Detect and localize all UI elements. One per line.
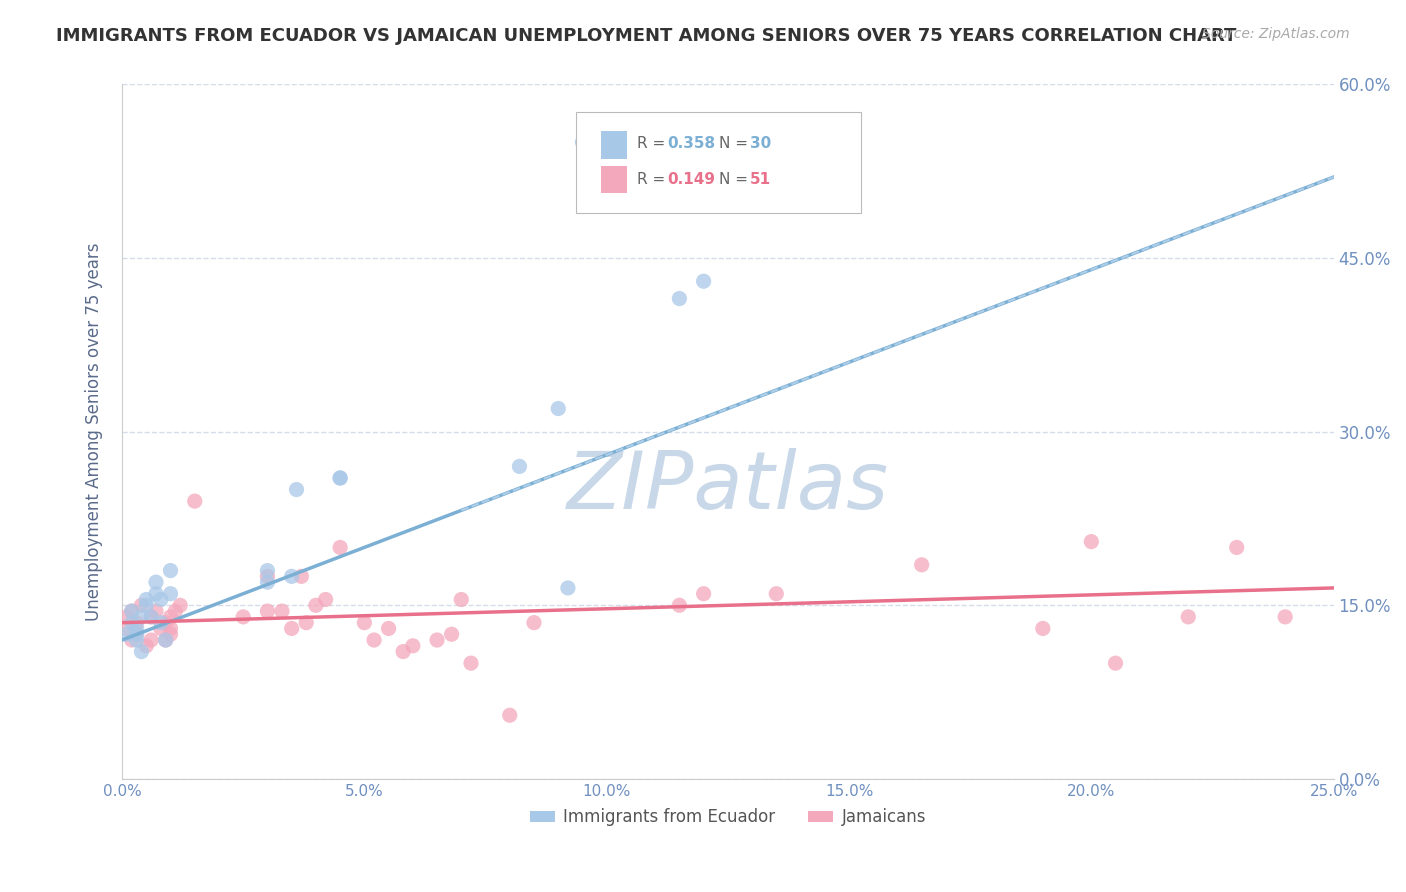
Point: [256, 575, 278, 590]
Point: [557, 581, 579, 595]
Point: [460, 656, 482, 670]
Text: 0.358: 0.358: [668, 136, 716, 151]
Text: R =: R =: [637, 172, 671, 187]
Point: [295, 615, 318, 630]
Text: N =: N =: [720, 136, 754, 151]
Point: [125, 633, 148, 648]
Point: [329, 471, 352, 485]
Point: [523, 615, 546, 630]
Text: IMMIGRANTS FROM ECUADOR VS JAMAICAN UNEMPLOYMENT AMONG SENIORS OVER 75 YEARS COR: IMMIGRANTS FROM ECUADOR VS JAMAICAN UNEM…: [56, 27, 1237, 45]
Point: [159, 564, 181, 578]
Point: [440, 627, 463, 641]
Point: [145, 587, 167, 601]
Point: [135, 639, 157, 653]
Point: [159, 622, 181, 636]
Point: [155, 633, 177, 648]
Legend: Immigrants from Ecuador, Jamaicans: Immigrants from Ecuador, Jamaicans: [523, 802, 932, 833]
Point: [1032, 622, 1054, 636]
Point: [1274, 610, 1296, 624]
Point: [450, 592, 472, 607]
Point: [547, 401, 569, 416]
Point: [121, 633, 143, 648]
Point: [508, 459, 530, 474]
Point: [377, 622, 399, 636]
Point: [765, 587, 787, 601]
Point: [426, 633, 449, 648]
Text: 0.149: 0.149: [668, 172, 716, 187]
Point: [169, 599, 191, 613]
Point: [499, 708, 522, 723]
Point: [280, 622, 302, 636]
Point: [139, 610, 162, 624]
Point: [131, 599, 153, 613]
Point: [363, 633, 385, 648]
Text: 30: 30: [749, 136, 770, 151]
Point: [135, 599, 157, 613]
Point: [149, 615, 172, 630]
Point: [149, 592, 172, 607]
Point: [911, 558, 934, 572]
Point: [121, 604, 143, 618]
Point: [329, 471, 352, 485]
Y-axis label: Unemployment Among Seniors over 75 years: Unemployment Among Seniors over 75 years: [86, 243, 103, 621]
Point: [571, 136, 593, 150]
Point: [353, 615, 375, 630]
Point: [155, 615, 177, 630]
Point: [121, 615, 143, 630]
Point: [256, 569, 278, 583]
Point: [115, 627, 138, 641]
Point: [131, 610, 153, 624]
Point: [139, 610, 162, 624]
Text: R =: R =: [637, 136, 671, 151]
Point: [285, 483, 308, 497]
Point: [271, 604, 294, 618]
Point: [135, 592, 157, 607]
Point: [1177, 610, 1199, 624]
Point: [115, 610, 138, 624]
Point: [125, 627, 148, 641]
Point: [159, 627, 181, 641]
Point: [121, 604, 143, 618]
Point: [692, 587, 714, 601]
Point: [315, 592, 337, 607]
Point: [131, 644, 153, 658]
FancyBboxPatch shape: [600, 166, 627, 194]
Point: [155, 633, 177, 648]
Point: [280, 569, 302, 583]
Point: [256, 564, 278, 578]
Point: [1226, 541, 1249, 555]
Point: [125, 622, 148, 636]
Text: ZIPatlas: ZIPatlas: [567, 449, 889, 526]
Text: 51: 51: [749, 172, 770, 187]
Point: [115, 622, 138, 636]
Point: [125, 627, 148, 641]
Point: [139, 633, 162, 648]
Text: N =: N =: [720, 172, 754, 187]
Point: [392, 644, 415, 658]
Point: [692, 274, 714, 288]
Point: [668, 292, 690, 306]
Point: [232, 610, 254, 624]
Point: [125, 615, 148, 630]
Point: [159, 610, 181, 624]
Point: [1080, 534, 1102, 549]
Point: [668, 599, 690, 613]
Point: [145, 575, 167, 590]
FancyBboxPatch shape: [576, 112, 860, 213]
Point: [1104, 656, 1126, 670]
FancyBboxPatch shape: [600, 131, 627, 159]
Point: [329, 541, 352, 555]
Point: [145, 604, 167, 618]
Point: [402, 639, 425, 653]
Point: [290, 569, 312, 583]
Point: [159, 587, 181, 601]
Point: [149, 622, 172, 636]
Text: Source: ZipAtlas.com: Source: ZipAtlas.com: [1202, 27, 1350, 41]
Point: [256, 604, 278, 618]
Point: [184, 494, 207, 508]
Point: [305, 599, 328, 613]
Point: [165, 604, 187, 618]
